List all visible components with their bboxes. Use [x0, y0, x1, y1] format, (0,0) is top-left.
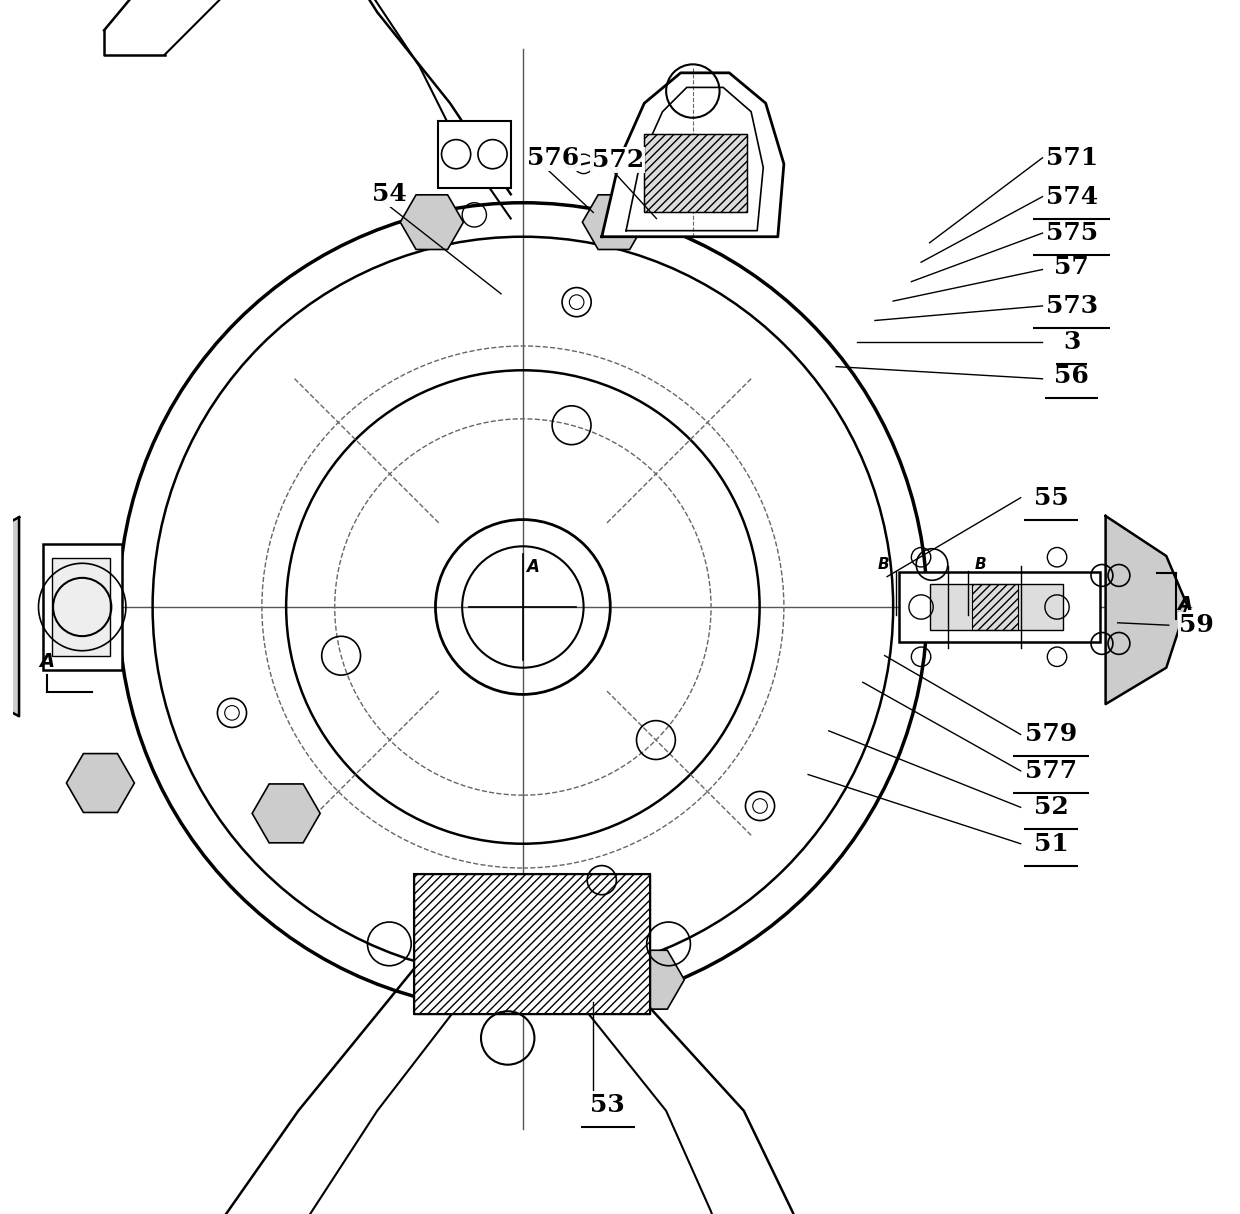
Polygon shape [67, 754, 134, 812]
Text: 52: 52 [1034, 795, 1069, 819]
Text: 573: 573 [1045, 294, 1097, 318]
Polygon shape [252, 784, 320, 843]
Bar [52, 558, 110, 656]
Text: 575: 575 [1045, 221, 1097, 245]
Text: A: A [526, 558, 539, 575]
Bar [414, 874, 650, 1014]
Bar [645, 134, 748, 212]
Text: 571: 571 [1045, 146, 1097, 170]
Text: 59: 59 [1179, 613, 1214, 637]
Text: 572: 572 [591, 148, 644, 172]
Polygon shape [601, 73, 784, 237]
Circle shape [119, 203, 928, 1011]
Text: 3: 3 [1063, 330, 1080, 354]
Text: 51: 51 [1034, 832, 1069, 856]
Text: 574: 574 [1045, 185, 1097, 209]
Bar [414, 874, 650, 1014]
Text: 579: 579 [1024, 722, 1078, 747]
Polygon shape [1106, 516, 1187, 704]
Text: B: B [975, 557, 986, 572]
Bar [43, 544, 123, 670]
Text: 57: 57 [1054, 255, 1089, 279]
Polygon shape [616, 951, 684, 1009]
Text: A: A [40, 652, 55, 671]
Text: 54: 54 [372, 182, 407, 206]
Bar [972, 584, 1018, 630]
Bar [645, 134, 748, 212]
Text: 56: 56 [1054, 364, 1089, 388]
Bar [899, 572, 1100, 642]
Polygon shape [0, 517, 19, 716]
Bar [930, 584, 1063, 630]
Text: 53: 53 [590, 1093, 625, 1117]
Text: 55: 55 [1034, 486, 1069, 510]
Polygon shape [401, 194, 464, 250]
Polygon shape [583, 194, 646, 250]
Text: B: B [878, 557, 889, 572]
Text: 576: 576 [527, 146, 579, 170]
Text: A: A [1177, 595, 1192, 614]
Text: 577: 577 [1025, 759, 1078, 783]
Bar [438, 121, 511, 188]
